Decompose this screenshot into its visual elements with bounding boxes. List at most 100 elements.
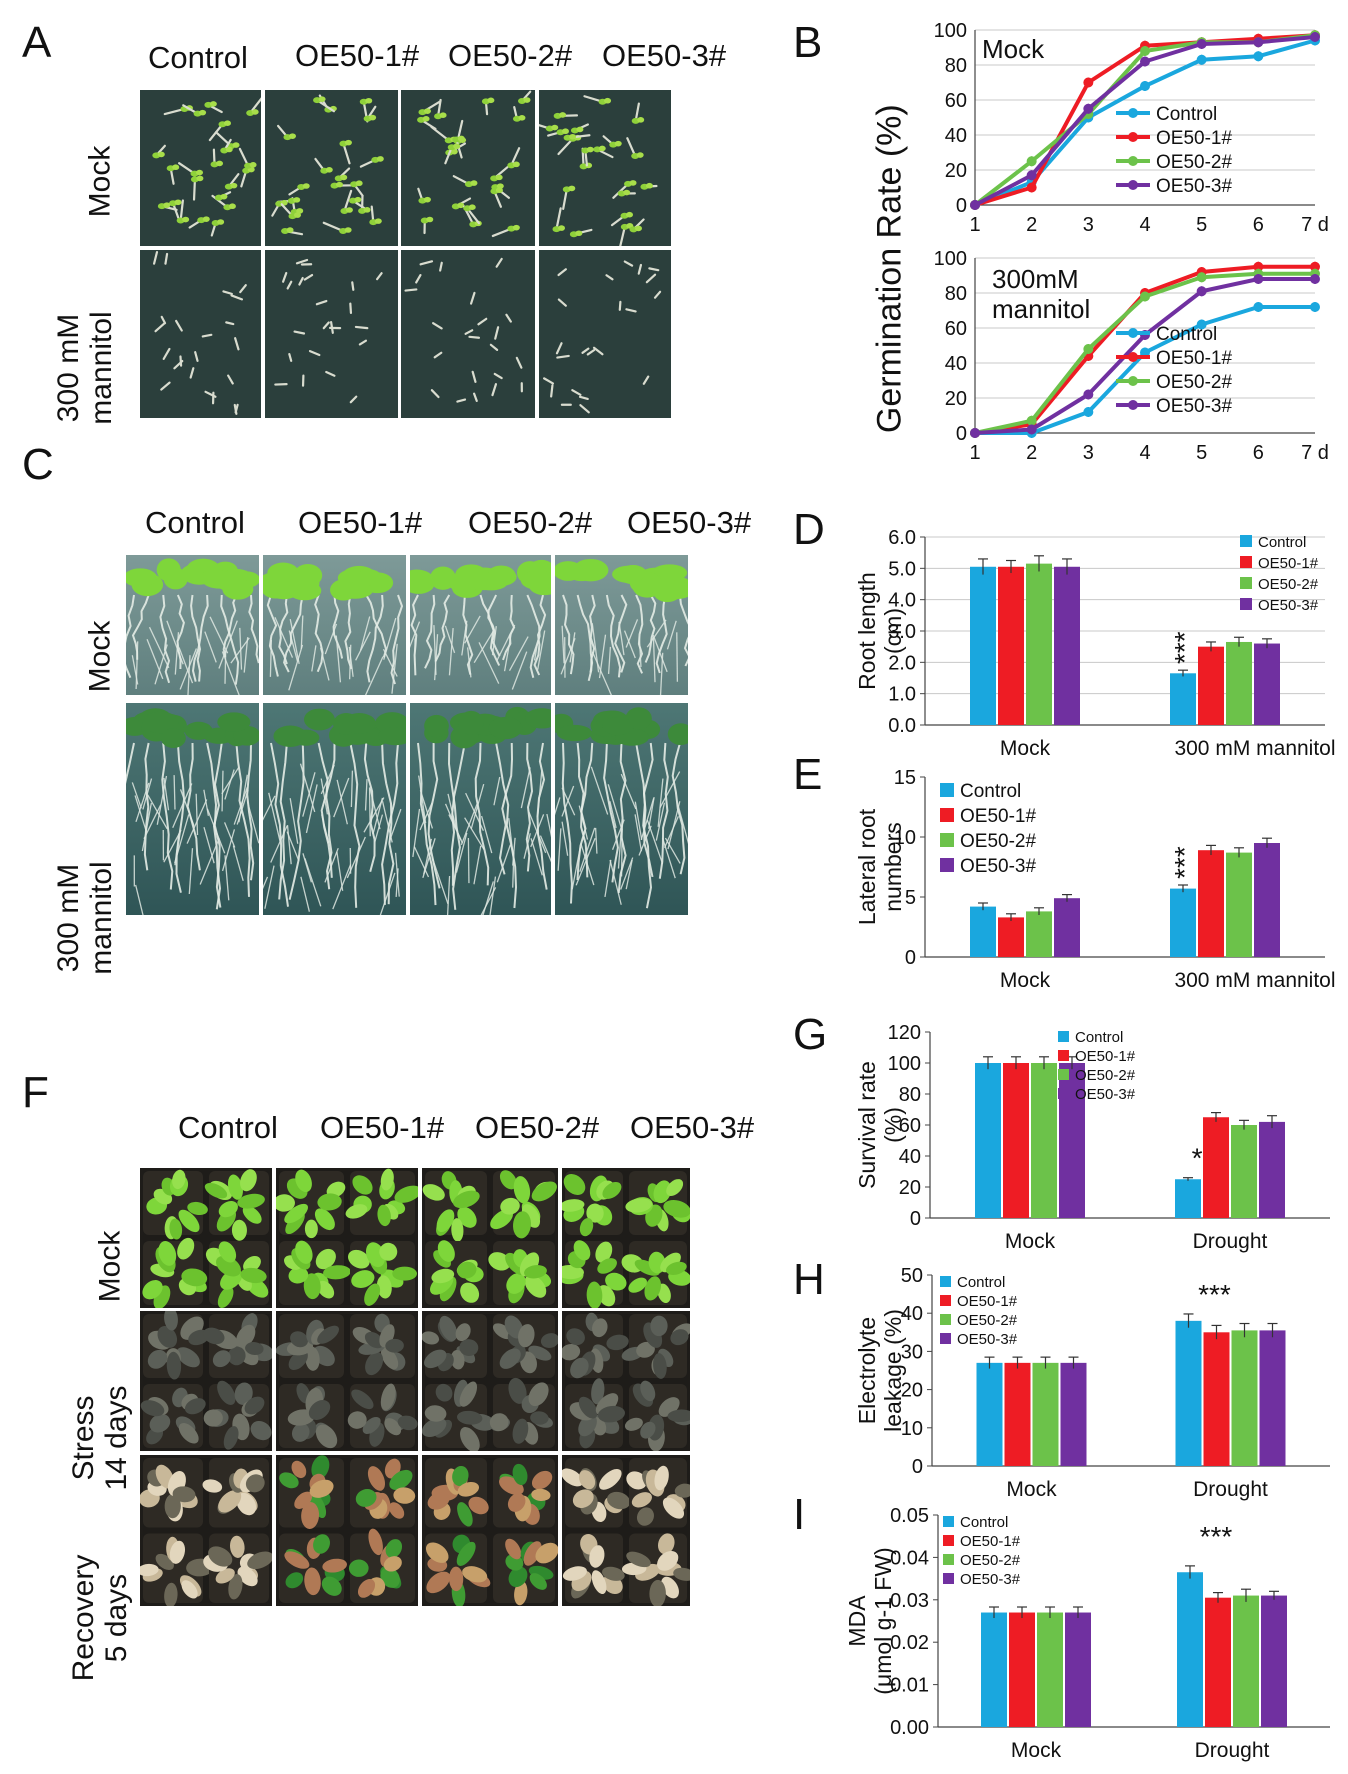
rosette-leaf [236,1492,257,1516]
legend-swatch [1058,1050,1069,1061]
category-label: Mock [1000,737,1051,760]
rosette-leaf [295,1240,313,1264]
seedling-root [464,329,474,335]
lateral-root [346,836,366,879]
rosette-leaf [288,1267,309,1284]
data-point [1196,272,1207,283]
legend-label: OE50-2# [960,831,1036,852]
seedling-root [579,404,590,414]
lateral-root [503,634,512,672]
cotyledon [302,183,310,189]
shoot [356,569,382,586]
y-tick-label: 4.0 [888,590,916,612]
rosette-leaf [234,1382,253,1405]
lateral-root [537,630,546,670]
rosette-leaf [666,1261,687,1275]
y-tick-label: 0.01 [890,1675,929,1697]
seedling-root [234,337,240,351]
lateral-root [539,835,551,863]
seedling-root [175,319,183,332]
data-point [1083,407,1094,417]
seedling-root [164,252,169,265]
row-label-mock-f: Mock [93,1230,127,1303]
chart-b-mock: 0 20 40 60 80 100 1 2 3 4 5 6 7 d Mock Control OE50-1# O… [934,20,1329,236]
legend-swatch [940,1276,951,1287]
rosette-leaf [284,1203,309,1224]
lateral-root [634,801,643,841]
row-label-stress-f: Stress 14 days [67,1385,133,1491]
y-tick-label: 0.0 [888,715,916,737]
panel-letter-d: D [793,505,825,554]
legend-marker [1128,132,1138,142]
rosette-leaf [451,1218,464,1242]
cotyledon [249,162,257,168]
shoot [555,561,583,581]
x-tick-label: 4 [1139,442,1150,464]
lateral-root [173,775,176,810]
panel-letter-f: F [22,1068,49,1117]
y-tick-label: 5.0 [888,558,916,580]
lateral-root [523,833,531,859]
rosette-leaf [579,1218,594,1237]
col-label-oe50-1-f: OE50-1# [320,1110,445,1145]
lateral-root [444,625,456,654]
bar [1259,1121,1285,1218]
y-tick-label: 60 [945,318,967,340]
root-line [562,594,575,675]
legend-label: OE50-2# [960,1552,1021,1569]
rosette-leaf [181,1268,208,1287]
cotyledon [518,115,526,121]
cotyledon [569,133,577,140]
lateral-root [666,620,677,650]
category-label: Drought [1195,1739,1270,1762]
y-axis-label-line: numbers [880,822,906,911]
seedling-root [557,298,567,307]
cotyledon [344,139,352,146]
germination-ylabel: Germination Rate (%) [870,104,909,434]
lateral-root [263,795,276,821]
rosette-leaf [216,1255,241,1277]
cotyledon [512,224,520,231]
y-tick-label: 15 [894,767,916,789]
root-line [450,742,466,886]
seedling-root [153,250,159,265]
root-line [190,594,202,682]
rosette-leaf [187,1201,208,1216]
legend-marker [1128,108,1138,118]
lateral-root [466,647,472,678]
lateral-root [512,852,515,888]
cotyledon [457,135,465,142]
photo-background [140,250,261,418]
bar [998,566,1024,725]
seedling-root [298,276,304,286]
seedling-root [605,274,614,281]
series-line [975,305,1315,435]
lateral-root [489,876,497,915]
lateral-root [141,802,153,852]
seedling-root [204,390,217,398]
cotyledon [209,101,217,107]
rosette-leaf [288,1350,308,1371]
cotyledon [354,196,362,203]
lateral-root [664,837,681,864]
lateral-root [274,616,294,658]
bar [1233,1595,1259,1727]
rosette-leaf [602,1566,625,1581]
rosette-leaf [636,1507,654,1526]
root-line [614,594,628,673]
rosette-leaf [178,1209,200,1233]
y-tick-label: 0 [912,1456,923,1478]
lateral-root [391,643,398,694]
root-line [381,742,395,905]
legend-label: Control [960,781,1021,802]
legend-label: Control [1156,324,1217,345]
photo-mannitol-c-1 [263,703,406,915]
rosette-leaf [523,1541,542,1566]
bar [1203,1332,1230,1466]
y-tick-label: 100 [888,1053,921,1075]
rosette-leaf [157,1326,178,1348]
y-axis-label: Root length (cm) [854,572,906,690]
category-label: 300 mM mannitol [1174,969,1335,992]
rosette-leaf [578,1470,596,1490]
lateral-root [561,821,569,856]
